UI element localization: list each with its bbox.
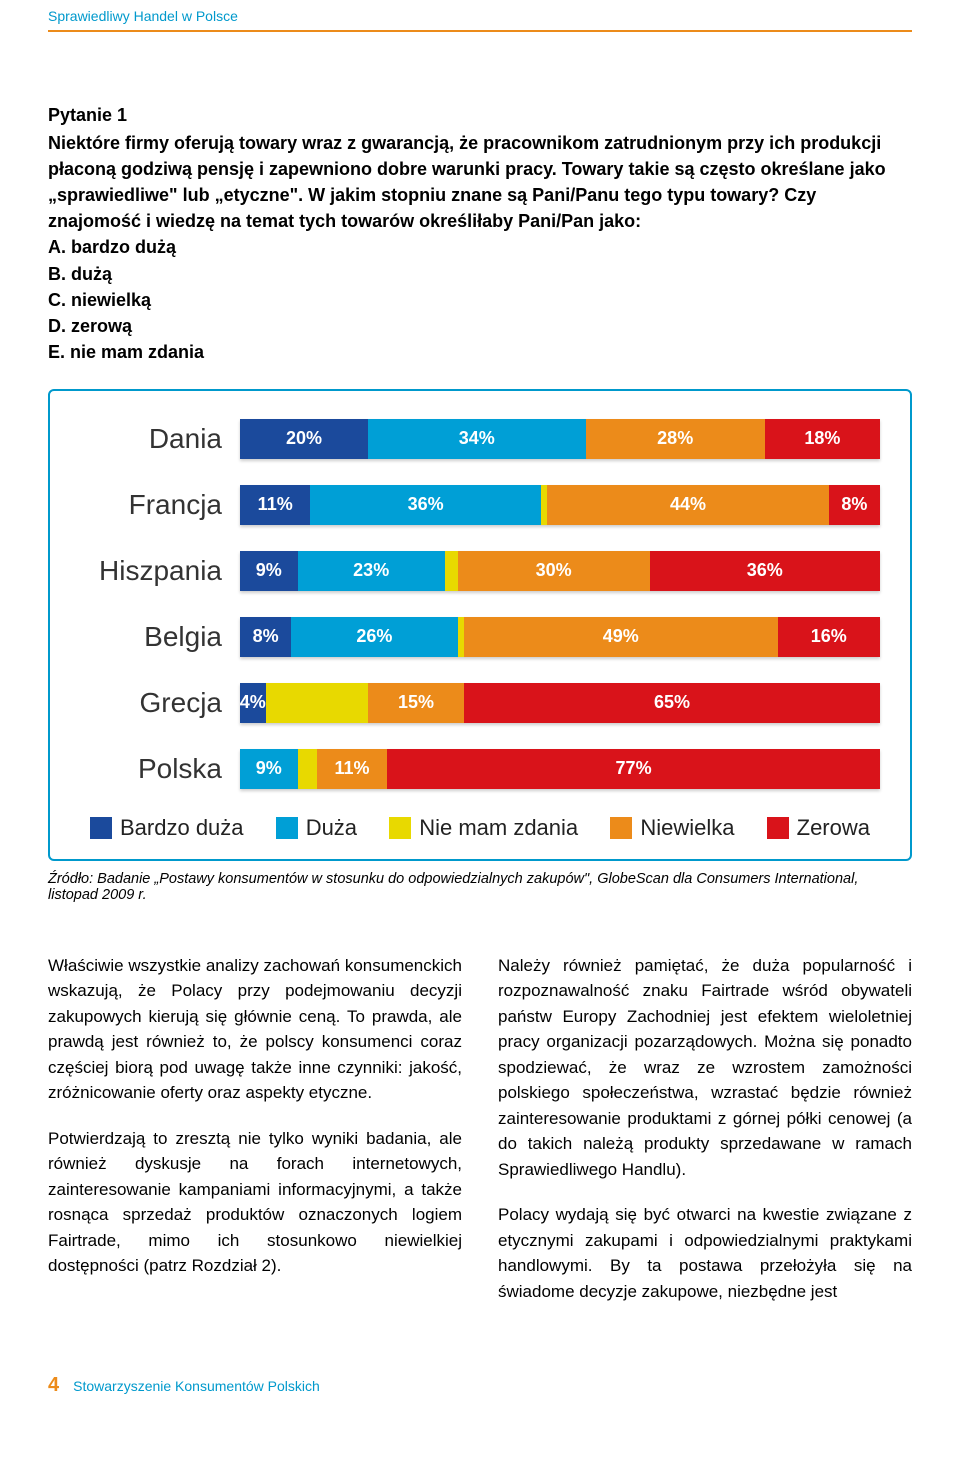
chart-segment: 20% [240, 419, 368, 459]
chart-segment: 44% [547, 485, 829, 525]
chart-segment: 36% [310, 485, 540, 525]
chart-rows: Dania20%34%28%18%Francja11%36%44%8%Hiszp… [80, 419, 880, 789]
chart-segment: 8% [240, 617, 291, 657]
legend-label: Duża [306, 815, 357, 841]
running-head: Sprawiedliwy Handel w Polsce [48, 8, 912, 32]
chart-segment: 15% [368, 683, 464, 723]
chart-row: Belgia8%26%49%16% [80, 617, 880, 657]
chart-segment: 77% [387, 749, 880, 789]
footer-org: Stowarzyszenie Konsumentów Polskich [73, 1378, 320, 1394]
chart-bar: 9%23% 30%36% [240, 551, 880, 591]
chart-segment: 16% [778, 617, 880, 657]
option-b: B. dużą [48, 261, 912, 287]
page-number: 4 [48, 1374, 59, 1397]
column-left: Właściwie wszystkie analizy zachowań kon… [48, 953, 462, 1325]
chart-segment: 11% [317, 749, 387, 789]
question-body: Niektóre firmy oferują towary wraz z gwa… [48, 130, 912, 234]
legend-swatch [610, 817, 632, 839]
legend-item: Bardzo duża [90, 815, 244, 841]
chart-segment: 18% [765, 419, 880, 459]
legend-item: Nie mam zdania [389, 815, 578, 841]
paragraph: Właściwie wszystkie analizy zachowań kon… [48, 953, 462, 1106]
chart-source: Źródło: Badanie „Postawy konsumentów w s… [48, 871, 912, 903]
chart-row: Dania20%34%28%18% [80, 419, 880, 459]
chart-bar: 4% 15%65% [240, 683, 880, 723]
chart-row-label: Hiszpania [80, 555, 240, 587]
chart-segment: 8% [829, 485, 880, 525]
chart-segment: 34% [368, 419, 586, 459]
legend-label: Zerowa [797, 815, 870, 841]
chart-row: Grecja4% 15%65% [80, 683, 880, 723]
chart-segment [266, 683, 368, 723]
option-e: E. nie mam zdania [48, 339, 912, 365]
paragraph: Należy również pamiętać, że duża popular… [498, 953, 912, 1183]
option-c: C. niewielką [48, 287, 912, 313]
column-right: Należy również pamiętać, że duża popular… [498, 953, 912, 1325]
chart-segment [445, 551, 458, 591]
chart-segment: 65% [464, 683, 880, 723]
chart-segment: 4% [240, 683, 266, 723]
question-title: Pytanie 1 [48, 102, 912, 128]
legend-label: Niewielka [640, 815, 734, 841]
chart-row-label: Belgia [80, 621, 240, 653]
legend-item: Duża [276, 815, 357, 841]
paragraph: Polacy wydają się być otwarci na kwestie… [498, 1202, 912, 1304]
chart-row-label: Francja [80, 489, 240, 521]
chart-segment: 36% [650, 551, 880, 591]
chart-row-label: Grecja [80, 687, 240, 719]
chart-segment: 26% [291, 617, 457, 657]
chart-segment: 11% [240, 485, 310, 525]
legend-swatch [90, 817, 112, 839]
legend-swatch [276, 817, 298, 839]
chart-segment: 9% [240, 551, 298, 591]
chart-segment: 49% [464, 617, 778, 657]
page-footer: 4 Stowarzyszenie Konsumentów Polskich [48, 1374, 912, 1397]
chart-bar: 11%36%44%8% [240, 485, 880, 525]
chart-segment: 28% [586, 419, 765, 459]
chart-row-label: Dania [80, 423, 240, 455]
option-d: D. zerową [48, 313, 912, 339]
chart-row: Hiszpania9%23% 30%36% [80, 551, 880, 591]
question-block: Pytanie 1 Niektóre firmy oferują towary … [48, 102, 912, 365]
chart-segment: 9% [240, 749, 298, 789]
chart-bar: 8%26%49%16% [240, 617, 880, 657]
legend-item: Zerowa [767, 815, 870, 841]
chart-frame: Dania20%34%28%18%Francja11%36%44%8%Hiszp… [48, 389, 912, 861]
question-options: A. bardzo dużą B. dużą C. niewielką D. z… [48, 234, 912, 364]
chart-row: Francja11%36%44%8% [80, 485, 880, 525]
chart-segment [298, 749, 317, 789]
chart-row-label: Polska [80, 753, 240, 785]
chart-row: Polska9% 11%77% [80, 749, 880, 789]
legend-swatch [389, 817, 411, 839]
option-a: A. bardzo dużą [48, 234, 912, 260]
chart-segment: 23% [298, 551, 445, 591]
chart-legend: Bardzo duża Duża Nie mam zdania Niewielka Ze… [80, 815, 880, 841]
paragraph: Potwierdzają to zresztą nie tylko wyniki… [48, 1126, 462, 1279]
body-columns: Właściwie wszystkie analizy zachowań kon… [48, 953, 912, 1325]
legend-label: Nie mam zdania [419, 815, 578, 841]
legend-swatch [767, 817, 789, 839]
legend-item: Niewielka [610, 815, 734, 841]
chart-segment: 30% [458, 551, 650, 591]
chart-bar: 9% 11%77% [240, 749, 880, 789]
chart-bar: 20%34%28%18% [240, 419, 880, 459]
legend-label: Bardzo duża [120, 815, 244, 841]
